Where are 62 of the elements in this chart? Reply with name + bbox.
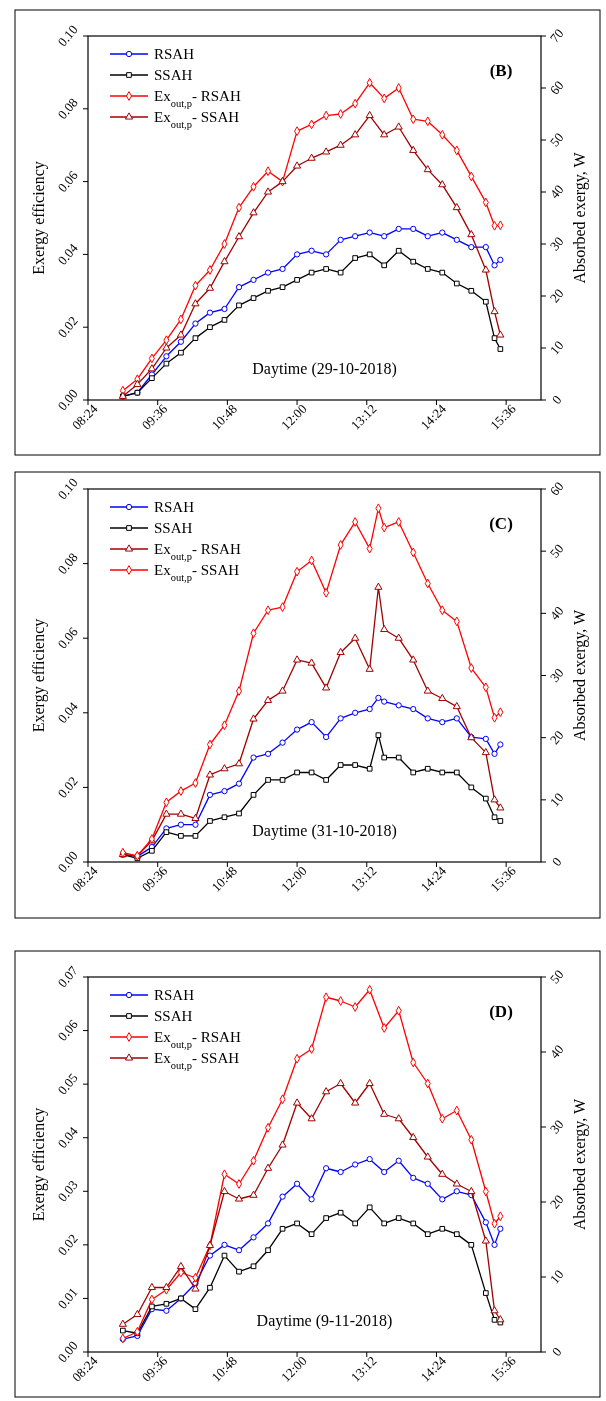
y2-tick-label: 20 — [546, 727, 567, 748]
y2-tick-label: 0 — [548, 392, 565, 407]
annotation: (D) — [489, 1002, 513, 1021]
y2-tick-label: 50 — [546, 129, 567, 150]
y2-tick-label: 20 — [546, 1191, 567, 1212]
y2-tick-label: 50 — [546, 541, 567, 561]
y2-axis-title: Absorbed exergy, W — [571, 608, 589, 742]
y2-tick-label: 50 — [546, 966, 567, 987]
y-axis-title: Exergy efficiency — [30, 1107, 48, 1222]
y2-tick-label: 60 — [546, 478, 567, 499]
y-tick-label: 0.06 — [54, 623, 81, 652]
y-tick-label: 0.10 — [54, 475, 81, 503]
legend-label: RSAH — [154, 499, 195, 515]
legend-label: RSAH — [154, 46, 195, 62]
y-tick-label: 0.02 — [54, 313, 81, 341]
y-tick-label: 0.04 — [54, 698, 81, 727]
y-tick-label: 0.01 — [54, 1284, 81, 1312]
legend-label: Ex$_{out,p}$- SSAH — [154, 109, 240, 130]
y-tick-label: 0.08 — [54, 549, 81, 577]
x-axis-title: Daytime (31-10-2018) — [252, 822, 397, 840]
y2-axis-title: Absorbed exergy, W — [571, 1097, 589, 1231]
legend-label: RSAH — [154, 987, 195, 1003]
y2-tick-label: 70 — [546, 25, 567, 46]
legend-label: Ex$_{out,p}$- SSAH — [154, 562, 240, 583]
y-tick-label: 0.03 — [54, 1177, 81, 1205]
y-tick-label: 0.07 — [54, 962, 81, 991]
y2-tick-label: 30 — [546, 665, 567, 685]
y-tick-label: 0.02 — [54, 1231, 81, 1259]
legend-label: SSAH — [154, 67, 193, 83]
legend-label: SSAH — [154, 1008, 193, 1024]
x-axis-title: Daytime (29-10-2018) — [252, 360, 397, 378]
y2-tick-label: 10 — [546, 337, 567, 358]
y-tick-label: 0.02 — [54, 773, 81, 801]
y2-tick-label: 30 — [546, 1116, 567, 1137]
legend-label: SSAH — [154, 520, 193, 536]
y-tick-label: 0.04 — [54, 1123, 81, 1151]
y2-axis-title: Absorbed exergy, W — [571, 151, 589, 284]
legend-label: Ex$_{out,p}$- RSAH — [154, 88, 241, 109]
x-axis-title: Daytime (9-11-2018) — [256, 1312, 393, 1330]
y-tick-label: 0.10 — [54, 22, 81, 50]
y2-tick-label: 20 — [546, 285, 567, 306]
y-tick-label: 0.04 — [54, 240, 81, 268]
y-tick-label: 0.06 — [54, 167, 81, 195]
y-tick-label: 0.05 — [54, 1070, 81, 1098]
y2-tick-label: 10 — [546, 789, 567, 810]
y2-tick-label: 40 — [546, 181, 567, 202]
y-tick-label: 0.08 — [54, 94, 81, 123]
y-axis-title: Exergy efficiency — [30, 618, 48, 733]
y2-tick-label: 60 — [546, 77, 567, 98]
y-tick-label: 0.06 — [54, 1016, 81, 1044]
legend-label: Ex$_{out,p}$- SSAH — [154, 1050, 240, 1071]
y2-tick-label: 0 — [548, 1344, 565, 1359]
y2-tick-label: 0 — [548, 854, 565, 869]
legend-label: Ex$_{out,p}$- RSAH — [154, 541, 241, 562]
y2-tick-label: 10 — [546, 1266, 567, 1287]
y2-tick-label: 30 — [546, 233, 567, 254]
y2-tick-label: 40 — [546, 603, 567, 623]
y2-tick-label: 40 — [546, 1041, 567, 1062]
legend-label: Ex$_{out,p}$- RSAH — [154, 1029, 241, 1050]
y-axis-title: Exergy efficiency — [30, 161, 48, 275]
annotation: (C) — [489, 514, 513, 533]
annotation: (B) — [489, 61, 513, 80]
